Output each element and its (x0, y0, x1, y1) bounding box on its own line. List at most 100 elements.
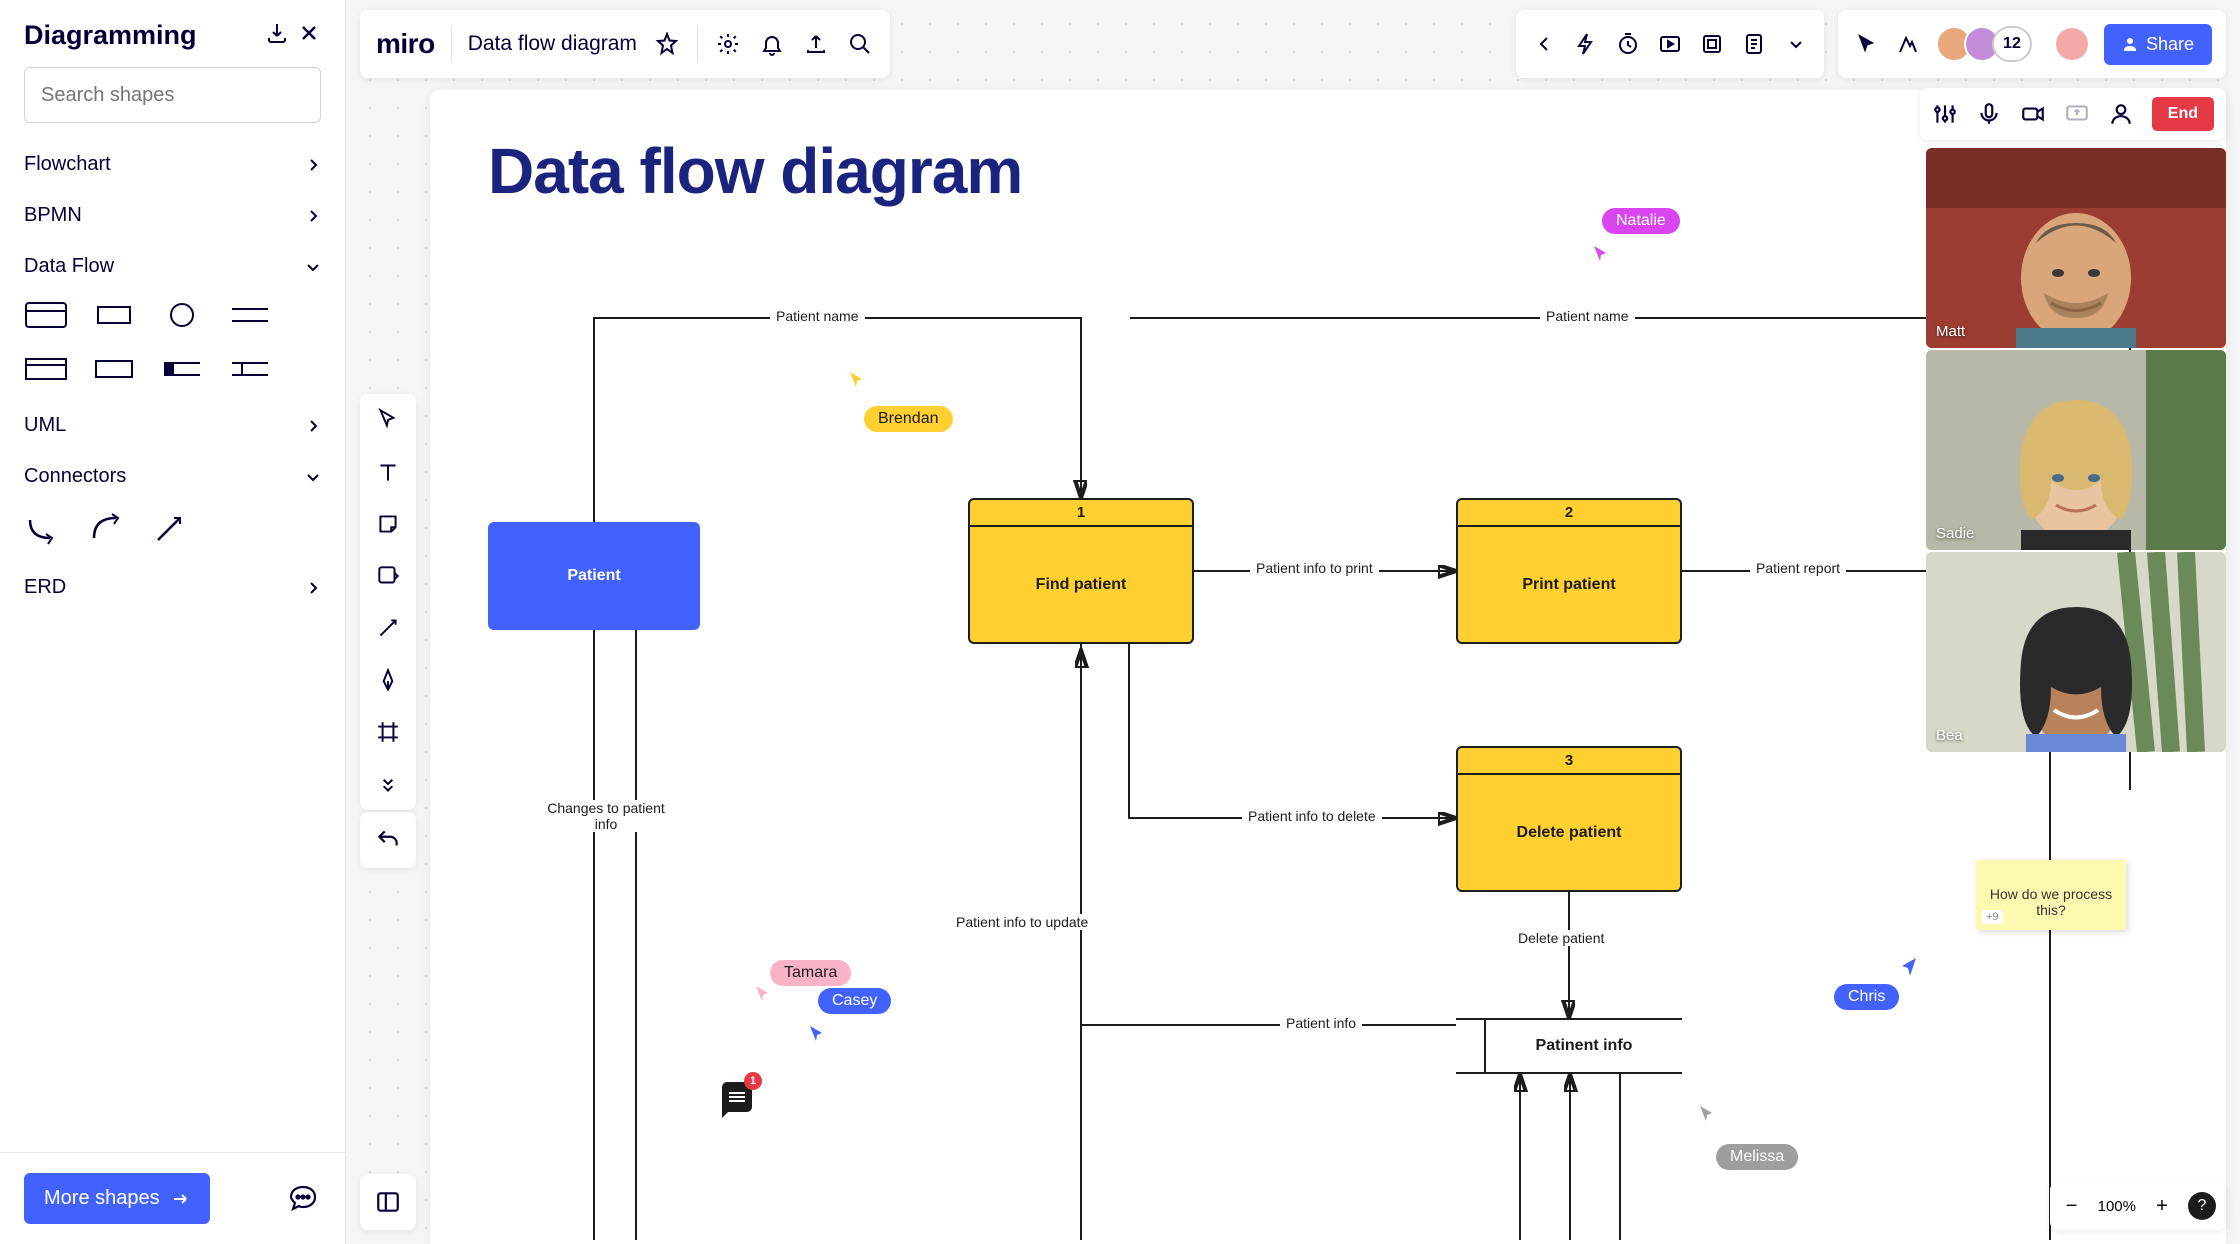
user-icon[interactable] (2108, 101, 2134, 127)
reactions-icon[interactable] (1894, 30, 1922, 58)
bell-icon[interactable] (758, 30, 786, 58)
share-screen-icon[interactable] (2064, 101, 2090, 127)
line-tool-icon[interactable] (372, 612, 404, 644)
video-name: Matt (1936, 323, 1965, 340)
cursor-melissa: Melissa (1716, 1144, 1798, 1170)
cursor-chris-icon (1900, 956, 1918, 978)
shape-process[interactable] (24, 300, 68, 330)
timer-icon[interactable] (1614, 30, 1642, 58)
pen-tool-icon[interactable] (372, 664, 404, 696)
panel-title: Diagramming (24, 20, 197, 51)
undo-button[interactable] (360, 812, 416, 868)
shape-frame[interactable] (24, 354, 68, 384)
share-button[interactable]: Share (2104, 24, 2212, 65)
node-find-patient[interactable]: 1 Find patient (968, 498, 1194, 644)
cursor-brendan-icon (848, 370, 864, 390)
node-patient[interactable]: Patient (488, 522, 700, 630)
settings-sliders-icon[interactable] (1932, 101, 1958, 127)
chevron-left-icon[interactable] (1530, 30, 1558, 58)
category-uml[interactable]: UML (24, 400, 321, 451)
connector-curve[interactable] (88, 510, 124, 546)
shape-rect[interactable] (92, 354, 136, 384)
current-user-avatar[interactable] (2054, 26, 2090, 62)
end-call-button[interactable]: End (2152, 97, 2214, 131)
shape-datastore-open[interactable] (228, 300, 272, 330)
shape-tool-icon[interactable] (372, 560, 404, 592)
import-icon[interactable] (265, 21, 289, 50)
cursor-casey: Casey (818, 988, 891, 1014)
camera-icon[interactable] (2020, 101, 2046, 127)
help-button[interactable]: ? (2188, 1192, 2216, 1220)
search-input[interactable] (24, 67, 321, 123)
zoom-in-button[interactable]: + (2150, 1194, 2174, 1218)
select-tool-icon[interactable] (372, 404, 404, 436)
category-connectors[interactable]: Connectors (24, 451, 321, 502)
cursor-casey-icon (808, 1024, 824, 1044)
panel-toggle-button[interactable] (360, 1174, 416, 1230)
edge-label: Patient name (770, 308, 865, 324)
connectors-shapes (24, 502, 321, 562)
board-name[interactable]: Data flow diagram (468, 32, 637, 56)
export-icon[interactable] (802, 30, 830, 58)
user-count[interactable]: 12 (1992, 26, 2032, 62)
more-icon[interactable] (1782, 30, 1810, 58)
present-icon[interactable] (1656, 30, 1684, 58)
close-icon[interactable] (297, 21, 321, 50)
sticky-badge: +9 (1982, 910, 2003, 924)
mic-icon[interactable] (1976, 101, 2002, 127)
category-erd[interactable]: ERD (24, 562, 321, 613)
shape-store-divided[interactable] (228, 354, 272, 384)
edge-label: Changes to patient info (536, 800, 676, 832)
video-tile-matt[interactable]: Matt (1926, 148, 2226, 348)
star-icon[interactable] (653, 30, 681, 58)
category-bpmn[interactable]: BPMN (24, 190, 321, 241)
video-stack: Matt Sadie Bea (1926, 148, 2226, 752)
comment-marker[interactable]: 1 (722, 1082, 752, 1112)
sticky-tool-icon[interactable] (372, 508, 404, 540)
cursor-chris: Chris (1834, 984, 1899, 1010)
text-tool-icon[interactable] (372, 456, 404, 488)
edge-label: Patient name (1540, 308, 1635, 324)
category-dataflow[interactable]: Data Flow (24, 241, 321, 292)
bolt-icon[interactable] (1572, 30, 1600, 58)
video-tile-sadie[interactable]: Sadie (1926, 350, 2226, 550)
zoom-level: 100% (2098, 1198, 2136, 1215)
node-delete-patient[interactable]: 3 Delete patient (1456, 746, 1682, 892)
cursor-brendan: Brendan (864, 406, 953, 432)
category-flowchart[interactable]: Flowchart (24, 139, 321, 190)
vertical-toolbar (360, 394, 416, 810)
frame-icon[interactable] (1698, 30, 1726, 58)
connector-elbow[interactable] (24, 510, 60, 546)
zoom-out-button[interactable]: − (2060, 1194, 2084, 1218)
feedback-icon[interactable] (285, 1181, 321, 1217)
node-patient-info[interactable]: Patinent info (1456, 1018, 1682, 1074)
expand-tool-icon[interactable] (372, 768, 404, 800)
cursor-melissa-icon (1698, 1104, 1714, 1124)
settings-icon[interactable] (714, 30, 742, 58)
cursor-tamara: Tamara (770, 960, 851, 986)
edge-label: Patient info to print (1250, 560, 1379, 576)
connector-straight[interactable] (152, 510, 188, 546)
video-name: Bea (1936, 727, 1963, 744)
more-shapes-button[interactable]: More shapes (24, 1173, 210, 1224)
notes-icon[interactable] (1740, 30, 1768, 58)
frame-tool-icon[interactable] (372, 716, 404, 748)
miro-logo[interactable]: miro (376, 28, 435, 60)
board-title: Data flow diagram (488, 134, 1022, 208)
zoom-controls: − 100% + ? (2050, 1182, 2226, 1230)
avatar-stack[interactable]: 12 (1936, 26, 2032, 62)
video-tile-bea[interactable]: Bea (1926, 552, 2226, 752)
shape-datastore-circle[interactable] (160, 300, 204, 330)
sticky-note[interactable]: How do we process this? +9 (1976, 860, 2126, 930)
cursor-natalie: Natalie (1602, 208, 1680, 234)
shape-entity[interactable] (92, 300, 136, 330)
shape-store-left[interactable] (160, 354, 204, 384)
shapes-panel: Diagramming Flowchart BPMN Data Flow (0, 0, 346, 1244)
node-print-patient[interactable]: 2 Print patient (1456, 498, 1682, 644)
top-bar: miro Data flow diagram (360, 10, 2226, 78)
search-icon[interactable] (846, 30, 874, 58)
cursor-icon[interactable] (1852, 30, 1880, 58)
edge-label: Patient report (1750, 560, 1846, 576)
cursor-tamara-icon (754, 984, 770, 1004)
edge-label: Delete patient (1512, 930, 1610, 946)
